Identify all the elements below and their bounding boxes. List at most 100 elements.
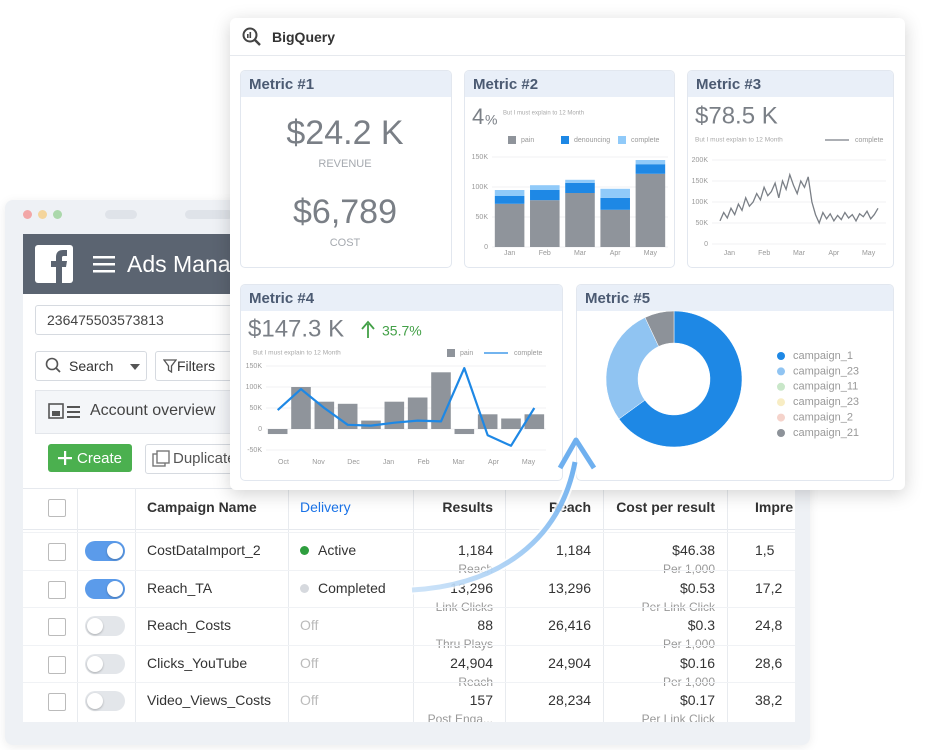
impressions: 28,6 <box>755 654 783 671</box>
metric-card: Metric #2 <box>464 70 675 268</box>
metric-card: Metric #4 <box>240 284 563 481</box>
row-divider <box>23 569 795 571</box>
row-checkbox[interactable] <box>48 618 66 636</box>
cost: $0.17 <box>679 692 715 708</box>
delivery: Off <box>300 654 319 671</box>
column-separator <box>727 488 728 722</box>
results: 1,184 <box>457 542 493 558</box>
metric-card: Metric #1 <box>240 70 452 268</box>
toggle[interactable] <box>85 691 125 711</box>
cost-sub: Per Link Click <box>641 712 715 722</box>
select-all-checkbox[interactable] <box>48 499 66 517</box>
campaign-name: Video_Views_Costs <box>147 692 272 708</box>
column-header: Delivery <box>300 499 351 515</box>
delivery: Off <box>300 617 319 633</box>
reach: 24,904 <box>548 654 591 671</box>
panel-divider <box>230 55 905 56</box>
cost-sub: Per 1,000 <box>662 637 715 651</box>
toggle[interactable] <box>85 653 125 674</box>
campaign-name: Reach_TA <box>147 579 213 596</box>
column-header: Cost per result <box>616 499 715 515</box>
results-sub: Link Clicks <box>435 599 493 614</box>
campaign-name: CostDataImport_2 <box>147 542 261 558</box>
row-checkbox[interactable] <box>48 693 66 711</box>
toggle[interactable] <box>85 616 125 636</box>
create-button[interactable] <box>48 444 132 472</box>
cost-sub: Per 1,000 <box>662 674 715 689</box>
card-title: Metric #1 <box>249 76 315 93</box>
search-label: Search <box>69 358 114 374</box>
search-box[interactable] <box>35 351 147 381</box>
window-dot <box>23 210 32 219</box>
account-overview-label: Account overview <box>90 402 216 419</box>
column-header: Impre <box>755 499 794 515</box>
results-sub: Reach <box>458 674 493 689</box>
row-checkbox[interactable] <box>48 580 66 599</box>
impressions: 38,2 <box>755 692 783 708</box>
row-checkbox[interactable] <box>48 543 66 561</box>
column-separator <box>505 488 506 722</box>
impressions: 1,5 <box>755 542 775 558</box>
card-title: Metric #5 <box>585 290 651 307</box>
delivery-dot <box>300 546 309 555</box>
cost: $0.16 <box>679 654 715 671</box>
reach: 1,184 <box>555 542 591 558</box>
window-tab <box>185 210 233 219</box>
results: 24,904 <box>450 654 493 671</box>
results-sub: Post Enga... <box>427 712 493 722</box>
account-id: 236475503573813 <box>47 312 164 328</box>
results-sub: Thru Plays <box>435 637 493 651</box>
toggle[interactable] <box>85 578 125 599</box>
delivery-dot <box>300 583 309 593</box>
card-title: Metric #3 <box>696 76 762 93</box>
window-tab <box>105 210 137 219</box>
toggle-knob <box>107 580 123 597</box>
campaign-name: Clicks_YouTube <box>147 654 248 671</box>
facebook-logo <box>35 245 73 283</box>
bigquery-icon <box>242 27 261 46</box>
toggle-knob <box>87 655 103 672</box>
window-dot <box>38 210 47 219</box>
column-header: Results <box>442 499 493 515</box>
toggle-knob <box>107 543 123 559</box>
menu-icon[interactable] <box>93 254 115 274</box>
cost-sub: Per 1,000 <box>662 562 715 576</box>
delivery: Completed <box>318 579 386 596</box>
column-separator <box>135 488 136 722</box>
cost-sub: Per Link Click <box>641 599 715 614</box>
results: 88 <box>477 617 493 633</box>
cost: $46.38 <box>672 542 715 558</box>
window-dot <box>53 210 62 219</box>
row-divider <box>23 532 795 533</box>
results: 13,296 <box>450 579 493 596</box>
column-separator <box>77 488 78 722</box>
card-title: Metric #2 <box>473 76 539 93</box>
row-divider <box>23 644 795 646</box>
impressions: 24,8 <box>755 617 783 633</box>
reach: 28,234 <box>548 692 591 708</box>
campaign-name: Reach_Costs <box>147 617 232 633</box>
column-header: Reach <box>548 499 591 515</box>
row-divider <box>23 607 795 608</box>
cost: $0.3 <box>687 617 715 633</box>
create-label: Create <box>77 450 123 467</box>
reach: 26,416 <box>548 617 591 633</box>
reach: 13,296 <box>548 579 591 596</box>
duplicate-label: Duplicate <box>173 450 236 467</box>
results: 157 <box>469 692 493 708</box>
metric-card: Metric #5 <box>576 284 894 481</box>
toggle-knob <box>87 693 103 709</box>
impressions: 17,2 <box>755 579 783 596</box>
bigquery-panel: BigQuery Metric #1 Metric #2 Metric #3 M… <box>230 18 905 490</box>
column-separator <box>288 488 289 722</box>
toggle[interactable] <box>85 541 125 561</box>
panel-title: BigQuery <box>272 29 336 45</box>
column-header: Campaign Name <box>147 499 257 515</box>
metric-card: Metric #3 <box>687 70 894 268</box>
delivery: Off <box>300 692 319 708</box>
row-checkbox[interactable] <box>48 655 66 674</box>
filters-label: Filters <box>177 358 216 374</box>
delivery: Active <box>318 542 357 558</box>
toggle-knob <box>87 618 103 634</box>
